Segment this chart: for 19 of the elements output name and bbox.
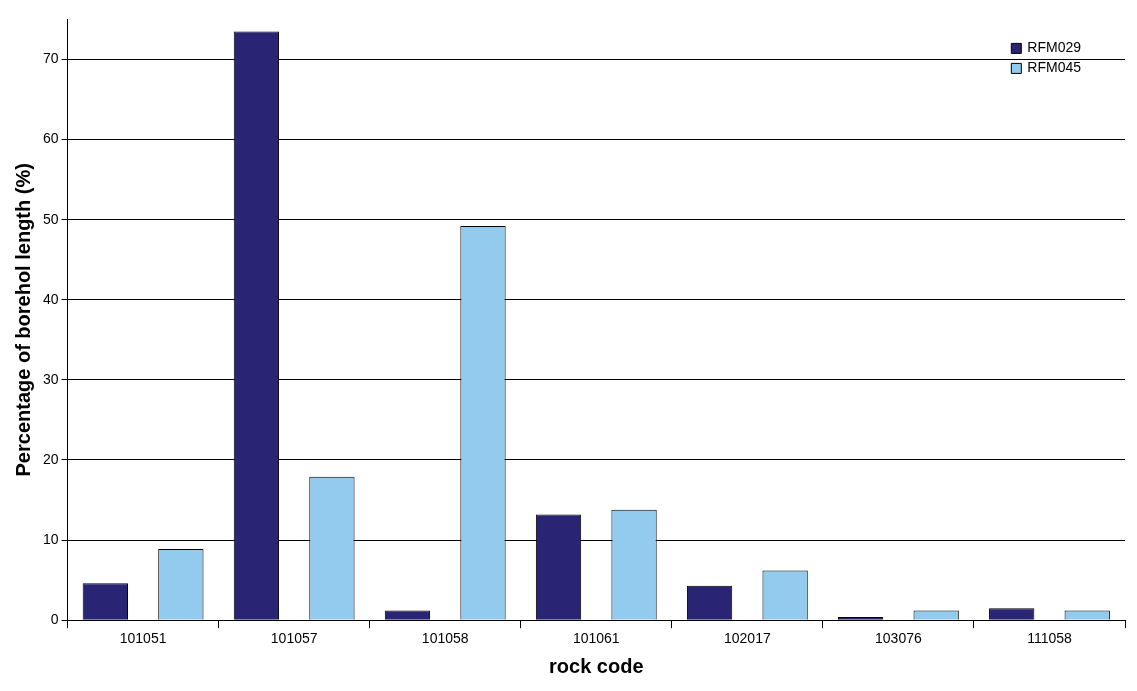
x-tick-label: 101057	[270, 630, 318, 647]
x-tick-label: 111058	[1027, 630, 1072, 647]
legend-label: RFM045	[1027, 59, 1082, 76]
y-tick-label: 0	[50, 611, 59, 628]
y-tick-label: 40	[42, 290, 59, 307]
y-tick-label: 50	[42, 210, 59, 227]
y-tick-label: 10	[42, 530, 59, 547]
x-tick-label: 101061	[572, 630, 620, 647]
x-tick-label: 101058	[421, 630, 469, 647]
y-tick-label: 70	[42, 50, 59, 67]
x-axis-title: rock code	[549, 654, 644, 677]
y-tick-label: 60	[42, 130, 59, 147]
y-tick-label: 30	[42, 370, 59, 387]
legend-label: RFM029	[1027, 39, 1082, 56]
x-tick-label: 102017	[723, 630, 771, 647]
x-tick-label: 103076	[875, 630, 922, 647]
x-tick-label: 101051	[119, 630, 167, 647]
y-tick-label: 20	[42, 450, 59, 467]
y-axis-title: Percentage of borehol length (%)	[11, 163, 34, 477]
